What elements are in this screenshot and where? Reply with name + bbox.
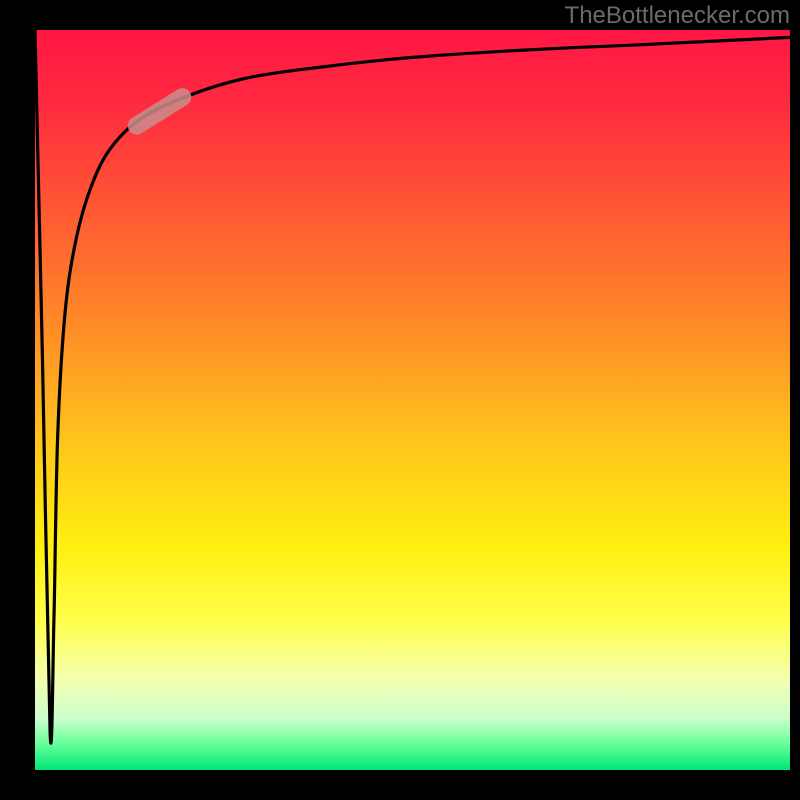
- curve-layer: [35, 30, 790, 770]
- bottleneck-curve: [35, 30, 790, 743]
- highlight-marker: [124, 85, 194, 138]
- chart-frame: TheBottlenecker.com: [0, 0, 800, 800]
- plot-area: [35, 30, 790, 770]
- watermark-text: TheBottlenecker.com: [565, 2, 790, 30]
